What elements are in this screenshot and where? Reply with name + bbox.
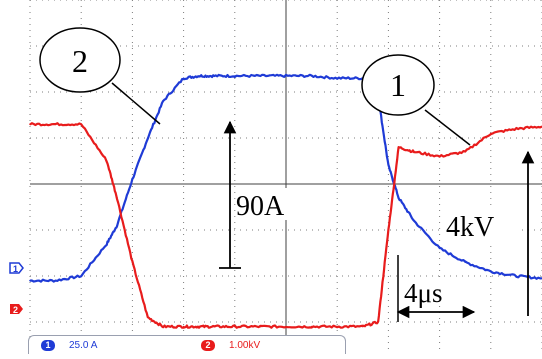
callout-1-circle [361, 54, 435, 116]
data-point-ch2 [213, 325, 216, 328]
data-point-ch1 [515, 275, 518, 277]
trace-channel-2 [29, 122, 542, 329]
callout-1-leader [424, 109, 471, 146]
label-90a: 90A [236, 191, 285, 222]
data-point-ch1 [116, 224, 118, 227]
data-point-ch2 [182, 325, 185, 328]
data-point-ch2 [106, 160, 108, 162]
data-point-ch2 [285, 325, 287, 328]
ch1-ground-marker: 1 [9, 262, 24, 274]
data-point-ch1 [259, 75, 262, 77]
ch2-scale: 1.00kV [229, 340, 261, 351]
ch1-scale: 25.0 A [69, 340, 98, 351]
data-point-ch2 [259, 325, 262, 328]
callout-1-label: 1 [390, 67, 406, 103]
ch1-ground-marker-label: 1 [13, 264, 18, 274]
data-point-ch2 [310, 325, 313, 328]
data-point-ch1 [106, 243, 108, 245]
label-4us: 4μs [404, 278, 442, 308]
data-point-ch2 [397, 146, 400, 148]
annotations: 2 1 90A 4kV 4μs [39, 27, 535, 322]
callout-2-circle [39, 27, 121, 93]
data-point-ch2 [80, 123, 82, 125]
label-4kv-bg [443, 210, 517, 242]
data-point-ch1 [234, 75, 236, 77]
label-4kv: 4kV [446, 212, 494, 243]
data-point-ch1 [336, 77, 339, 79]
data-point-ch1 [438, 247, 441, 250]
data-point-ch1 [54, 279, 57, 282]
data-point-ch2 [234, 325, 236, 328]
callout-2-label: 2 [72, 43, 88, 79]
data-point-ch1 [397, 197, 400, 199]
data-point-ch1 [213, 75, 216, 77]
data-point-ch1 [198, 75, 200, 77]
data-point-ch1 [182, 77, 185, 79]
data-point-ch2 [198, 325, 200, 328]
data-point-ch1 [147, 137, 149, 139]
data-point-ch1 [310, 75, 313, 77]
data-point-ch1 [285, 75, 287, 77]
data-point-ch2 [377, 321, 380, 323]
data-point-ch1 [464, 261, 467, 264]
data-point-ch2 [131, 261, 134, 264]
data-point-ch1 [29, 279, 31, 282]
data-point-ch1 [387, 164, 390, 167]
data-point-ch1 [490, 270, 492, 273]
data-point-ch2 [515, 128, 518, 130]
data-point-ch1 [162, 100, 164, 102]
data-point-ch2 [464, 151, 467, 153]
label-4us-bg [402, 278, 466, 306]
traces [29, 73, 542, 329]
ch2-ground-marker: 2 [10, 304, 23, 315]
data-point-ch2 [413, 151, 415, 153]
channel-status-bar: 1 25.0 A 2 1.00kV [28, 335, 346, 354]
data-point-ch2 [336, 325, 339, 328]
data-point-ch2 [162, 325, 164, 328]
label-90a-bg [236, 188, 304, 220]
ch2-ground-marker-label: 2 [13, 305, 18, 315]
callout-2-leader [111, 82, 161, 125]
ch2-badge[interactable]: 2 [201, 340, 215, 351]
trace-channel-1 [29, 73, 542, 283]
data-point-ch2 [54, 123, 57, 125]
data-point-ch1 [413, 220, 415, 222]
data-point-ch2 [29, 123, 31, 125]
data-point-ch2 [362, 325, 364, 328]
ch1-badge[interactable]: 1 [41, 340, 55, 351]
data-point-ch2 [116, 197, 118, 199]
data-point-ch1 [80, 275, 82, 277]
data-point-ch2 [490, 132, 492, 135]
data-point-ch2 [387, 229, 390, 231]
data-point-ch2 [438, 155, 441, 158]
data-point-ch2 [147, 316, 149, 319]
data-point-ch1 [131, 178, 134, 181]
